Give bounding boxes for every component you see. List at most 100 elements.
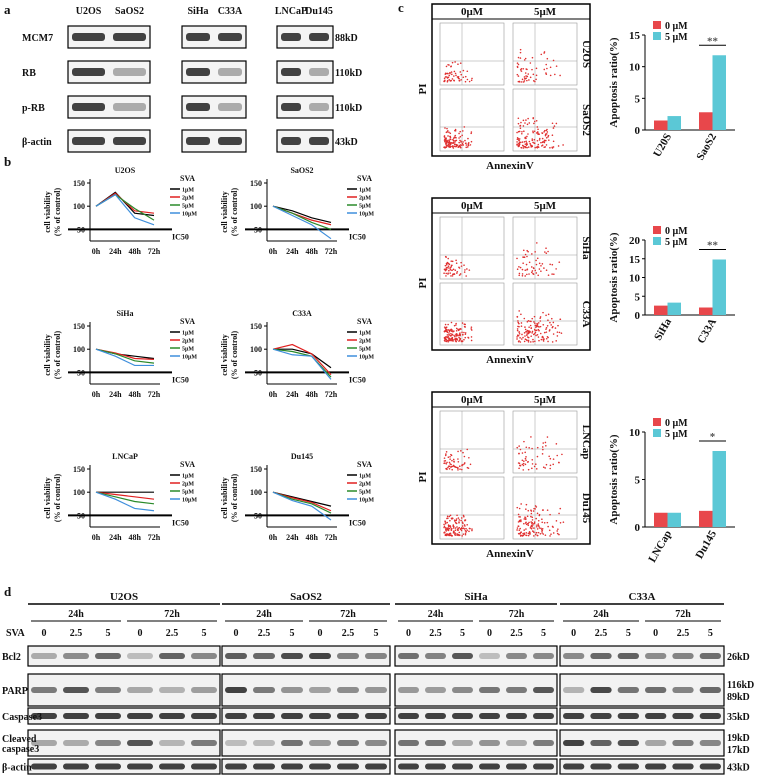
flow-dot <box>521 273 524 275</box>
flow-dot <box>462 76 465 79</box>
blot-band <box>699 713 721 719</box>
flow-dot <box>552 463 555 466</box>
flow-dot <box>446 533 448 536</box>
flow-dot <box>458 526 461 529</box>
flow-dot <box>551 122 554 125</box>
flow-dot <box>524 328 527 331</box>
flow-dot <box>470 326 473 328</box>
flow-dot <box>464 336 467 339</box>
flow-dot <box>519 127 522 130</box>
blot-band <box>186 68 210 76</box>
blot-band <box>590 740 612 746</box>
flow-dot <box>519 141 522 144</box>
flow-dot <box>530 510 533 512</box>
flow-dot <box>517 80 520 83</box>
flow-dot <box>534 324 537 327</box>
flow-dot <box>529 142 531 145</box>
flow-dot <box>532 530 534 533</box>
time-label: 24h <box>256 609 272 620</box>
series-line <box>95 348 155 364</box>
flow-dot <box>534 322 536 325</box>
flow-dot <box>460 450 462 452</box>
flow-dot <box>461 331 463 334</box>
dose-label: 0 <box>138 628 143 639</box>
x-axis-label: AnnexinV <box>486 354 534 366</box>
flow-dot <box>528 122 531 124</box>
flow-dot <box>470 131 473 133</box>
y-tick-label: 0 <box>635 125 641 137</box>
series-line <box>95 193 155 226</box>
flow-dot <box>520 132 523 135</box>
flow-dot <box>459 337 462 340</box>
blot-band <box>617 687 639 693</box>
blot-frame <box>181 25 247 49</box>
flow-dot <box>529 320 531 323</box>
flow-dot <box>458 132 460 135</box>
blot-band <box>191 763 217 770</box>
y-tick-label: 150 <box>73 179 85 188</box>
flow-dot <box>469 144 472 146</box>
flow-dot <box>471 77 473 80</box>
legend-label: 5 μM <box>665 429 688 440</box>
flow-dot <box>450 328 453 331</box>
flow-dot <box>454 134 457 137</box>
flow-dot <box>464 139 466 142</box>
ic50-label: IC50 <box>172 375 189 384</box>
x-tick-label: 24h <box>109 533 122 542</box>
flow-dot <box>559 318 562 321</box>
flow-dot <box>535 468 538 470</box>
blot-band <box>72 137 105 145</box>
flow-dot <box>458 519 461 521</box>
flow-dot <box>519 48 522 51</box>
flow-dot <box>516 506 519 509</box>
flow-dot <box>522 81 525 83</box>
blot-band <box>398 653 419 659</box>
x-tick-label: 0h <box>269 390 278 399</box>
flow-dot <box>538 133 540 136</box>
x-tick-label: 48h <box>305 533 318 542</box>
blot-band <box>365 653 387 659</box>
flow-dot <box>450 266 452 268</box>
time-label: 24h <box>593 609 609 620</box>
flow-dot <box>556 454 559 457</box>
flow-dot <box>452 138 454 141</box>
flow-dot <box>462 463 464 466</box>
flow-dot <box>541 527 544 530</box>
flow-dot <box>549 513 551 516</box>
flow-dot <box>447 257 450 260</box>
blot-frame <box>27 645 221 667</box>
flow-dot <box>452 340 454 342</box>
flow-dot <box>551 147 554 149</box>
flow-dot <box>447 529 450 532</box>
flow-dot <box>552 146 555 148</box>
flow-dot <box>452 531 455 534</box>
flow-dot <box>460 261 462 264</box>
flow-dot <box>449 272 451 274</box>
flow-dot <box>445 451 448 453</box>
flow-dot <box>535 326 537 328</box>
flow-dot <box>463 338 465 341</box>
blot-frame <box>559 729 725 757</box>
blot-band <box>425 763 446 770</box>
flow-dot <box>461 340 464 343</box>
flow-dot <box>538 137 541 140</box>
x-tick-label: 72h <box>325 247 338 256</box>
flow-dot <box>522 125 525 127</box>
blot-band <box>617 653 639 659</box>
flow-dot <box>530 527 533 530</box>
flow-dot <box>524 457 527 460</box>
flow-dot <box>451 61 454 64</box>
flow-dot <box>454 527 457 529</box>
flow-dot <box>540 53 543 56</box>
flow-dot <box>461 468 463 471</box>
bar <box>667 116 681 130</box>
flow-dot <box>525 459 527 462</box>
blot-band <box>699 687 721 693</box>
flow-dot <box>459 144 462 146</box>
x-tick-label: 24h <box>109 390 122 399</box>
flow-dot <box>450 73 453 76</box>
flow-dot <box>517 532 520 535</box>
blot-band <box>281 103 301 111</box>
flow-dot <box>453 143 456 146</box>
flow-dot <box>541 263 544 265</box>
